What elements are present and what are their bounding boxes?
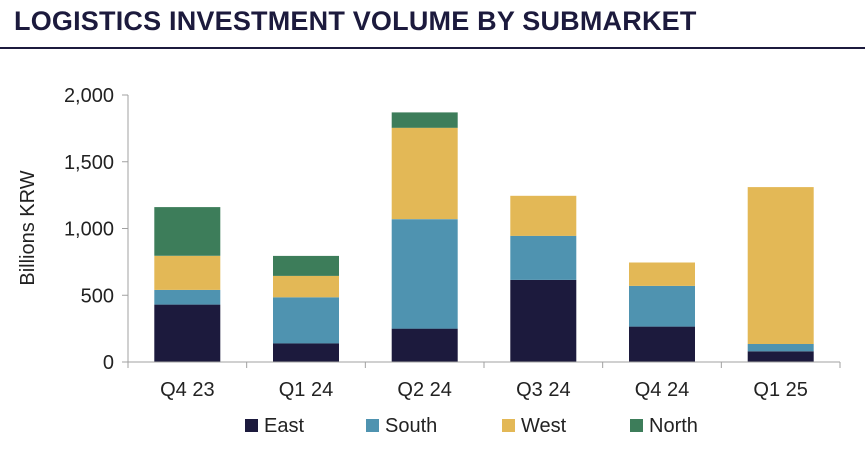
bar-north-0 <box>154 207 221 256</box>
x-tick-label: Q4 24 <box>635 379 689 401</box>
legend: East South West North <box>245 415 698 437</box>
legend-swatch-west <box>502 419 515 432</box>
bar-east-3 <box>510 279 577 362</box>
legend-label-south: South <box>385 415 437 437</box>
bar-east-0 <box>154 304 221 362</box>
bar-east-2 <box>391 328 458 362</box>
bar-west-1 <box>273 275 339 298</box>
bar-south-0 <box>154 289 221 305</box>
bar-west-5 <box>747 187 814 344</box>
bar-east-1 <box>273 343 339 362</box>
bar-west-4 <box>629 262 695 286</box>
bar-south-5 <box>747 344 814 352</box>
y-tick-label: 1,000 <box>64 219 114 241</box>
bar-west-2 <box>391 127 458 220</box>
bar-south-1 <box>273 297 339 344</box>
legend-label-north: North <box>649 415 698 437</box>
chart-title: LOGISTICS INVESTMENT VOLUME BY SUBMARKET <box>14 6 697 36</box>
bar-south-4 <box>629 285 695 327</box>
axes-layer: Q4 23 Q1 24 Q2 24 Q3 24 Q4 24 Q1 25 0 500 1,000 1… <box>64 85 841 401</box>
bar-south-3 <box>510 235 577 280</box>
title-rule <box>0 47 865 49</box>
y-axis-label: Billions KRW <box>17 170 39 285</box>
bar-north-2 <box>391 112 458 128</box>
x-tick-label: Q1 25 <box>753 379 807 401</box>
legend-swatch-south <box>366 419 379 432</box>
x-tick-label: Q2 24 <box>397 379 451 401</box>
x-tick-label: Q4 23 <box>160 379 214 401</box>
legend-swatch-north <box>630 419 643 432</box>
legend-label-west: West <box>521 415 567 437</box>
bar-east-4 <box>629 326 695 362</box>
bar-west-0 <box>154 255 221 290</box>
bar-north-1 <box>273 255 339 276</box>
y-tick-label: 2,000 <box>64 85 114 107</box>
y-tick-label: 1,500 <box>64 152 114 174</box>
bars-layer <box>154 112 814 362</box>
bar-south-2 <box>391 219 458 329</box>
y-tick-label: 500 <box>81 285 114 307</box>
legend-label-east: East <box>264 415 304 437</box>
x-tick-label: Q3 24 <box>516 379 570 401</box>
x-tick-label: Q1 24 <box>279 379 333 401</box>
bar-east-5 <box>747 351 814 362</box>
y-tick-label: 0 <box>103 352 114 374</box>
bar-west-3 <box>510 195 577 236</box>
legend-swatch-east <box>245 419 258 432</box>
